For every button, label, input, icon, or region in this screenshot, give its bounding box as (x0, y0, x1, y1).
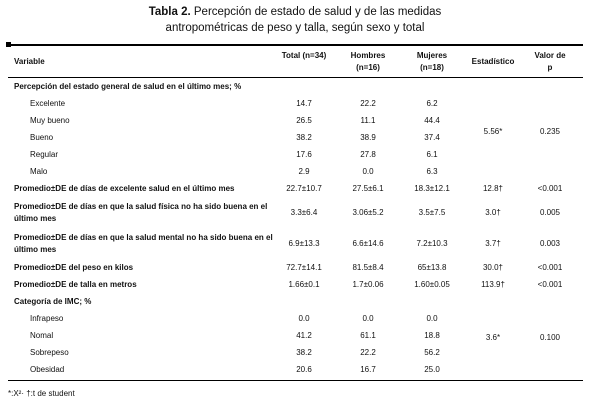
statistic: 3.6* (485, 333, 501, 342)
title-text: Percepción de estado de salud y de las m… (165, 6, 442, 34)
value-cell: 41.2 (296, 330, 312, 340)
section-heading: Percepción del estado general de salud e… (14, 81, 242, 91)
value-cell: 26.5 (296, 115, 312, 125)
row-label: Infrapeso (30, 313, 64, 323)
value-cell: 22.7±10.7 (286, 183, 322, 193)
header-cell: Estadístico (471, 57, 515, 66)
value-cell: 27.5±6.1 (352, 183, 384, 193)
value-cell: 22.2 (360, 347, 376, 357)
p-value: <0.001 (537, 262, 563, 272)
value-cell: 18.8 (424, 330, 440, 340)
value-cell: 25.0 (424, 364, 440, 374)
value-cell: 20.6 (296, 364, 312, 374)
rule-marker (6, 42, 11, 47)
title-label: Tabla 2. (148, 6, 191, 18)
statistic: 113.9† (481, 279, 505, 289)
value-cell: 6.1 (426, 149, 438, 159)
value-cell: 37.4 (424, 132, 440, 142)
value-cell: 38.2 (296, 132, 312, 142)
value-cell: 18.3±12.1 (414, 183, 450, 193)
statistic: 3.7† (485, 238, 501, 248)
value-cell: 56.2 (424, 347, 440, 357)
top-rule (8, 44, 583, 46)
value-cell: 0.0 (426, 313, 438, 323)
p-value: 0.235 (539, 126, 561, 136)
header-rule (8, 77, 583, 78)
value-cell: 16.7 (360, 364, 376, 374)
value-cell: 65±13.8 (417, 262, 447, 272)
row-label: Muy bueno (30, 115, 70, 125)
row-label: Promedio±DE de talla en metros (14, 279, 137, 289)
header-cell: Total (n=34) (281, 51, 327, 60)
value-cell: 6.9±13.3 (288, 238, 320, 248)
value-cell: 44.4 (424, 115, 440, 125)
section-heading: Categoría de IMC; % (14, 296, 92, 306)
value-cell: 6.3 (426, 166, 438, 176)
value-cell: 6.2 (426, 98, 438, 108)
value-cell: 22.2 (360, 98, 376, 108)
value-cell: 27.8 (360, 149, 376, 159)
value-cell: 2.9 (298, 166, 310, 176)
value-cell: 7.2±10.3 (416, 238, 448, 248)
value-cell: 1.66±0.1 (288, 279, 320, 289)
statistic: 12.8† (482, 183, 504, 193)
p-value: 0.100 (539, 333, 561, 342)
value-cell: 3.5±7.5 (418, 207, 446, 217)
value-cell: 72.7±14.1 (286, 262, 322, 272)
row-label: Sobrepeso (30, 347, 69, 357)
p-value: 0.003 (539, 238, 561, 248)
header-cell: Variable (14, 57, 45, 66)
value-cell: 1.60±0.05 (414, 279, 450, 289)
header-cell: Hombres (n=16) (350, 51, 386, 72)
row-label: Promedio±DE de días de excelente salud e… (14, 183, 235, 193)
row-label: Promedio±DE de días en que la salud ment… (14, 232, 273, 254)
bottom-rule (8, 380, 583, 381)
value-cell: 14.7 (296, 98, 312, 108)
statistic: 30.0† (482, 262, 504, 272)
value-cell: 3.06±5.2 (352, 207, 384, 217)
p-value: <0.001 (537, 183, 563, 193)
table-title: Tabla 2. Percepción de estado de salud y… (125, 4, 465, 36)
row-label: Malo (30, 166, 48, 176)
statistic: 3.0† (485, 207, 501, 217)
value-cell: 0.0 (362, 313, 374, 323)
header-cell: Valor de p (534, 51, 566, 72)
row-label: Promedio±DE del peso en kilos (14, 262, 134, 272)
p-value: <0.001 (537, 279, 563, 289)
value-cell: 11.1 (360, 115, 376, 125)
value-cell: 17.6 (296, 149, 312, 159)
row-label: Bueno (30, 132, 54, 142)
row-label: Excelente (30, 98, 66, 108)
row-label: Obesidad (30, 364, 65, 374)
row-label: Regular (30, 149, 59, 159)
value-cell: 61.1 (360, 330, 376, 340)
value-cell: 6.6±14.6 (352, 238, 384, 248)
footnote: *:X²· †:t de student (8, 389, 75, 398)
value-cell: 3.3±6.4 (290, 207, 318, 217)
row-label: Nomal (30, 330, 54, 340)
value-cell: 38.2 (296, 347, 312, 357)
value-cell: 1.7±0.06 (352, 279, 384, 289)
row-label: Promedio±DE de días en que la salud físi… (14, 201, 268, 223)
statistic: 5.56* (483, 126, 503, 136)
value-cell: 0.0 (362, 166, 374, 176)
value-cell: 81.5±8.4 (352, 262, 384, 272)
value-cell: 0.0 (298, 313, 310, 323)
value-cell: 38.9 (360, 132, 376, 142)
header-cell: Mujeres (n=18) (416, 51, 448, 72)
p-value: 0.005 (539, 207, 561, 217)
